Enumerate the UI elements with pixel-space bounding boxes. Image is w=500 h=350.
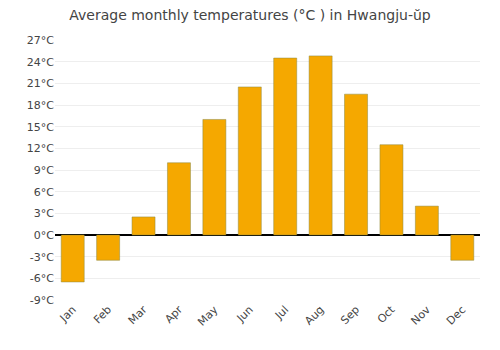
- svg-text:Aug: Aug: [302, 303, 326, 327]
- svg-text:0°C: 0°C: [34, 229, 54, 242]
- svg-text:24°C: 24°C: [27, 56, 54, 69]
- svg-text:-3°C: -3°C: [30, 251, 54, 264]
- svg-text:12°C: 12°C: [27, 142, 54, 155]
- svg-text:Feb: Feb: [91, 303, 114, 326]
- svg-text:Sep: Sep: [338, 303, 362, 327]
- svg-text:27°C: 27°C: [27, 34, 54, 47]
- svg-text:Mar: Mar: [126, 303, 150, 327]
- svg-text:Jun: Jun: [234, 303, 256, 325]
- svg-text:6°C: 6°C: [34, 186, 54, 199]
- svg-text:3°C: 3°C: [34, 207, 54, 220]
- svg-text:Apr: Apr: [162, 303, 185, 326]
- svg-text:9°C: 9°C: [34, 164, 54, 177]
- svg-text:Jan: Jan: [57, 303, 79, 325]
- svg-text:-6°C: -6°C: [30, 272, 54, 285]
- svg-text:May: May: [195, 303, 221, 329]
- svg-text:18°C: 18°C: [27, 99, 54, 112]
- svg-text:Jul: Jul: [272, 303, 291, 322]
- svg-text:21°C: 21°C: [27, 77, 54, 90]
- svg-text:Dec: Dec: [444, 303, 468, 327]
- svg-text:Nov: Nov: [409, 303, 434, 328]
- svg-text:Average monthly temperatures (: Average monthly temperatures (°C ) in Hw…: [69, 7, 431, 23]
- svg-text:-9°C: -9°C: [30, 294, 54, 307]
- svg-text:Oct: Oct: [375, 303, 398, 326]
- svg-text:15°C: 15°C: [27, 121, 54, 134]
